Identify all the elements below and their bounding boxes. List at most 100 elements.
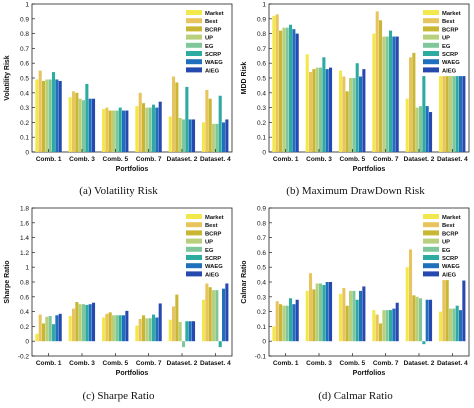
y-tick-label: 0.6 [257,61,266,68]
bar-best-2 [342,76,346,152]
x-tick-label: Comb. 1 [273,360,299,367]
legend-label-waeg: WAEG [205,264,223,270]
bar-up-0 [282,27,286,152]
bar-market-1 [305,54,309,152]
legend-label-best: Best [205,223,218,229]
bar-bcrp-4 [412,52,416,153]
bar-bcrp-1 [75,301,79,342]
legend-label-aieg: AIEG [442,68,457,74]
y-axis-label: MDD Risk [241,62,248,95]
legend-swatch-waeg [423,263,439,269]
bar-aieg-5 [462,280,466,342]
bar-eg-4 [419,106,423,152]
bar-bcrp-3 [379,20,383,153]
legend-label-scrp: SCRP [205,52,221,58]
legend-label-scrp: SCRP [442,256,458,262]
bar-market-4 [168,116,172,152]
bar-waeg-2 [122,110,126,152]
y-tick-label: 0.8 [257,31,266,38]
y-tick-label: 0.6 [20,61,29,68]
bar-eg-4 [182,119,186,152]
bar-waeg-0 [292,304,296,342]
legend-swatch-bcrp [186,26,202,32]
y-tick-label: 0.7 [257,46,266,53]
bar-aieg-1 [92,98,96,152]
legend-label-bcrp: BCRP [205,231,222,237]
bar-best-1 [309,273,313,342]
legend-label-aieg: AIEG [205,68,220,74]
bar-market-4 [405,98,409,152]
bar-eg-5 [452,308,456,342]
bar-market-3 [372,310,376,342]
bar-market-5 [439,311,443,342]
bar-up-2 [349,290,353,342]
bar-up-1 [315,67,319,152]
legend-swatch-waeg [186,263,202,269]
x-axis-label: Portfolios [116,166,149,173]
bar-bcrp-2 [345,305,349,342]
bar-eg-4 [419,298,423,342]
legend-label-market: Market [442,11,461,17]
y-tick-label: 0.8 [20,31,29,38]
bar-scrp-5 [455,24,459,152]
legend-label-up: UP [442,240,450,246]
bar-bcrp-0 [279,30,283,152]
y-tick-label: 0 [262,339,266,346]
legend-swatch-scrp [186,255,202,260]
y-tick-label: 0.5 [257,265,266,272]
y-tick-label: 1.6 [20,220,29,227]
bar-aieg-0 [58,80,62,152]
legend-label-market: Market [205,215,224,221]
bar-bcrp-1 [312,69,316,152]
bar-scrp-2 [118,107,122,152]
bar-eg-0 [48,79,52,152]
legend-swatch-aieg [423,271,439,277]
bar-waeg-2 [122,315,126,342]
bar-up-4 [415,107,419,152]
legend-label-up: UP [442,36,450,42]
bar-scrp-2 [355,299,359,342]
bar-best-3 [138,319,142,342]
bar-bcrp-0 [42,80,46,152]
x-tick-label: Comb. 5 [340,156,366,163]
bar-market-3 [135,325,139,342]
bar-up-4 [178,117,182,152]
bar-aieg-3 [395,302,399,342]
x-tick-label: Comb. 5 [103,360,129,367]
bar-market-3 [372,33,376,152]
bar-best-5 [205,89,209,152]
bar-best-1 [72,91,76,152]
legend-label-scrp: SCRP [442,52,458,58]
bar-aieg-5 [225,283,229,342]
bar-market-0 [272,326,276,342]
bar-up-1 [315,283,319,342]
bar-aieg-3 [158,101,162,152]
legend-swatch-best [423,18,439,24]
bar-eg-5 [452,69,456,152]
bar-best-2 [342,287,346,342]
bar-market-2 [102,109,106,152]
y-tick-label: -0.1 [255,354,267,361]
bar-up-0 [45,316,49,342]
legend-label-eg: EG [205,44,214,50]
y-tick-label: 0.5 [20,76,29,83]
y-tick-label: 0.2 [257,309,266,316]
bar-best-2 [105,107,109,152]
bar-bcrp-4 [175,294,179,342]
bar-best-4 [172,306,176,342]
bar-market-2 [339,293,343,342]
bar-best-0 [275,14,279,152]
y-tick-label: 0.2 [20,324,29,331]
x-tick-label: Dataset. 4 [200,156,231,163]
legend-swatch-bcrp [186,230,202,236]
bar-aieg-2 [125,310,129,342]
legend-label-bcrp: BCRP [442,231,459,237]
bar-eg-4 [182,341,186,348]
legend-label-best: Best [442,19,455,25]
legend-swatch-up [186,34,202,40]
bar-scrp-0 [52,72,56,152]
y-tick-label: 1.8 [20,206,29,213]
bar-up-3 [382,36,386,153]
x-tick-label: Comb. 7 [136,360,162,367]
caption-mdd-risk: (b) Maximum DrawDown Risk [286,185,425,197]
